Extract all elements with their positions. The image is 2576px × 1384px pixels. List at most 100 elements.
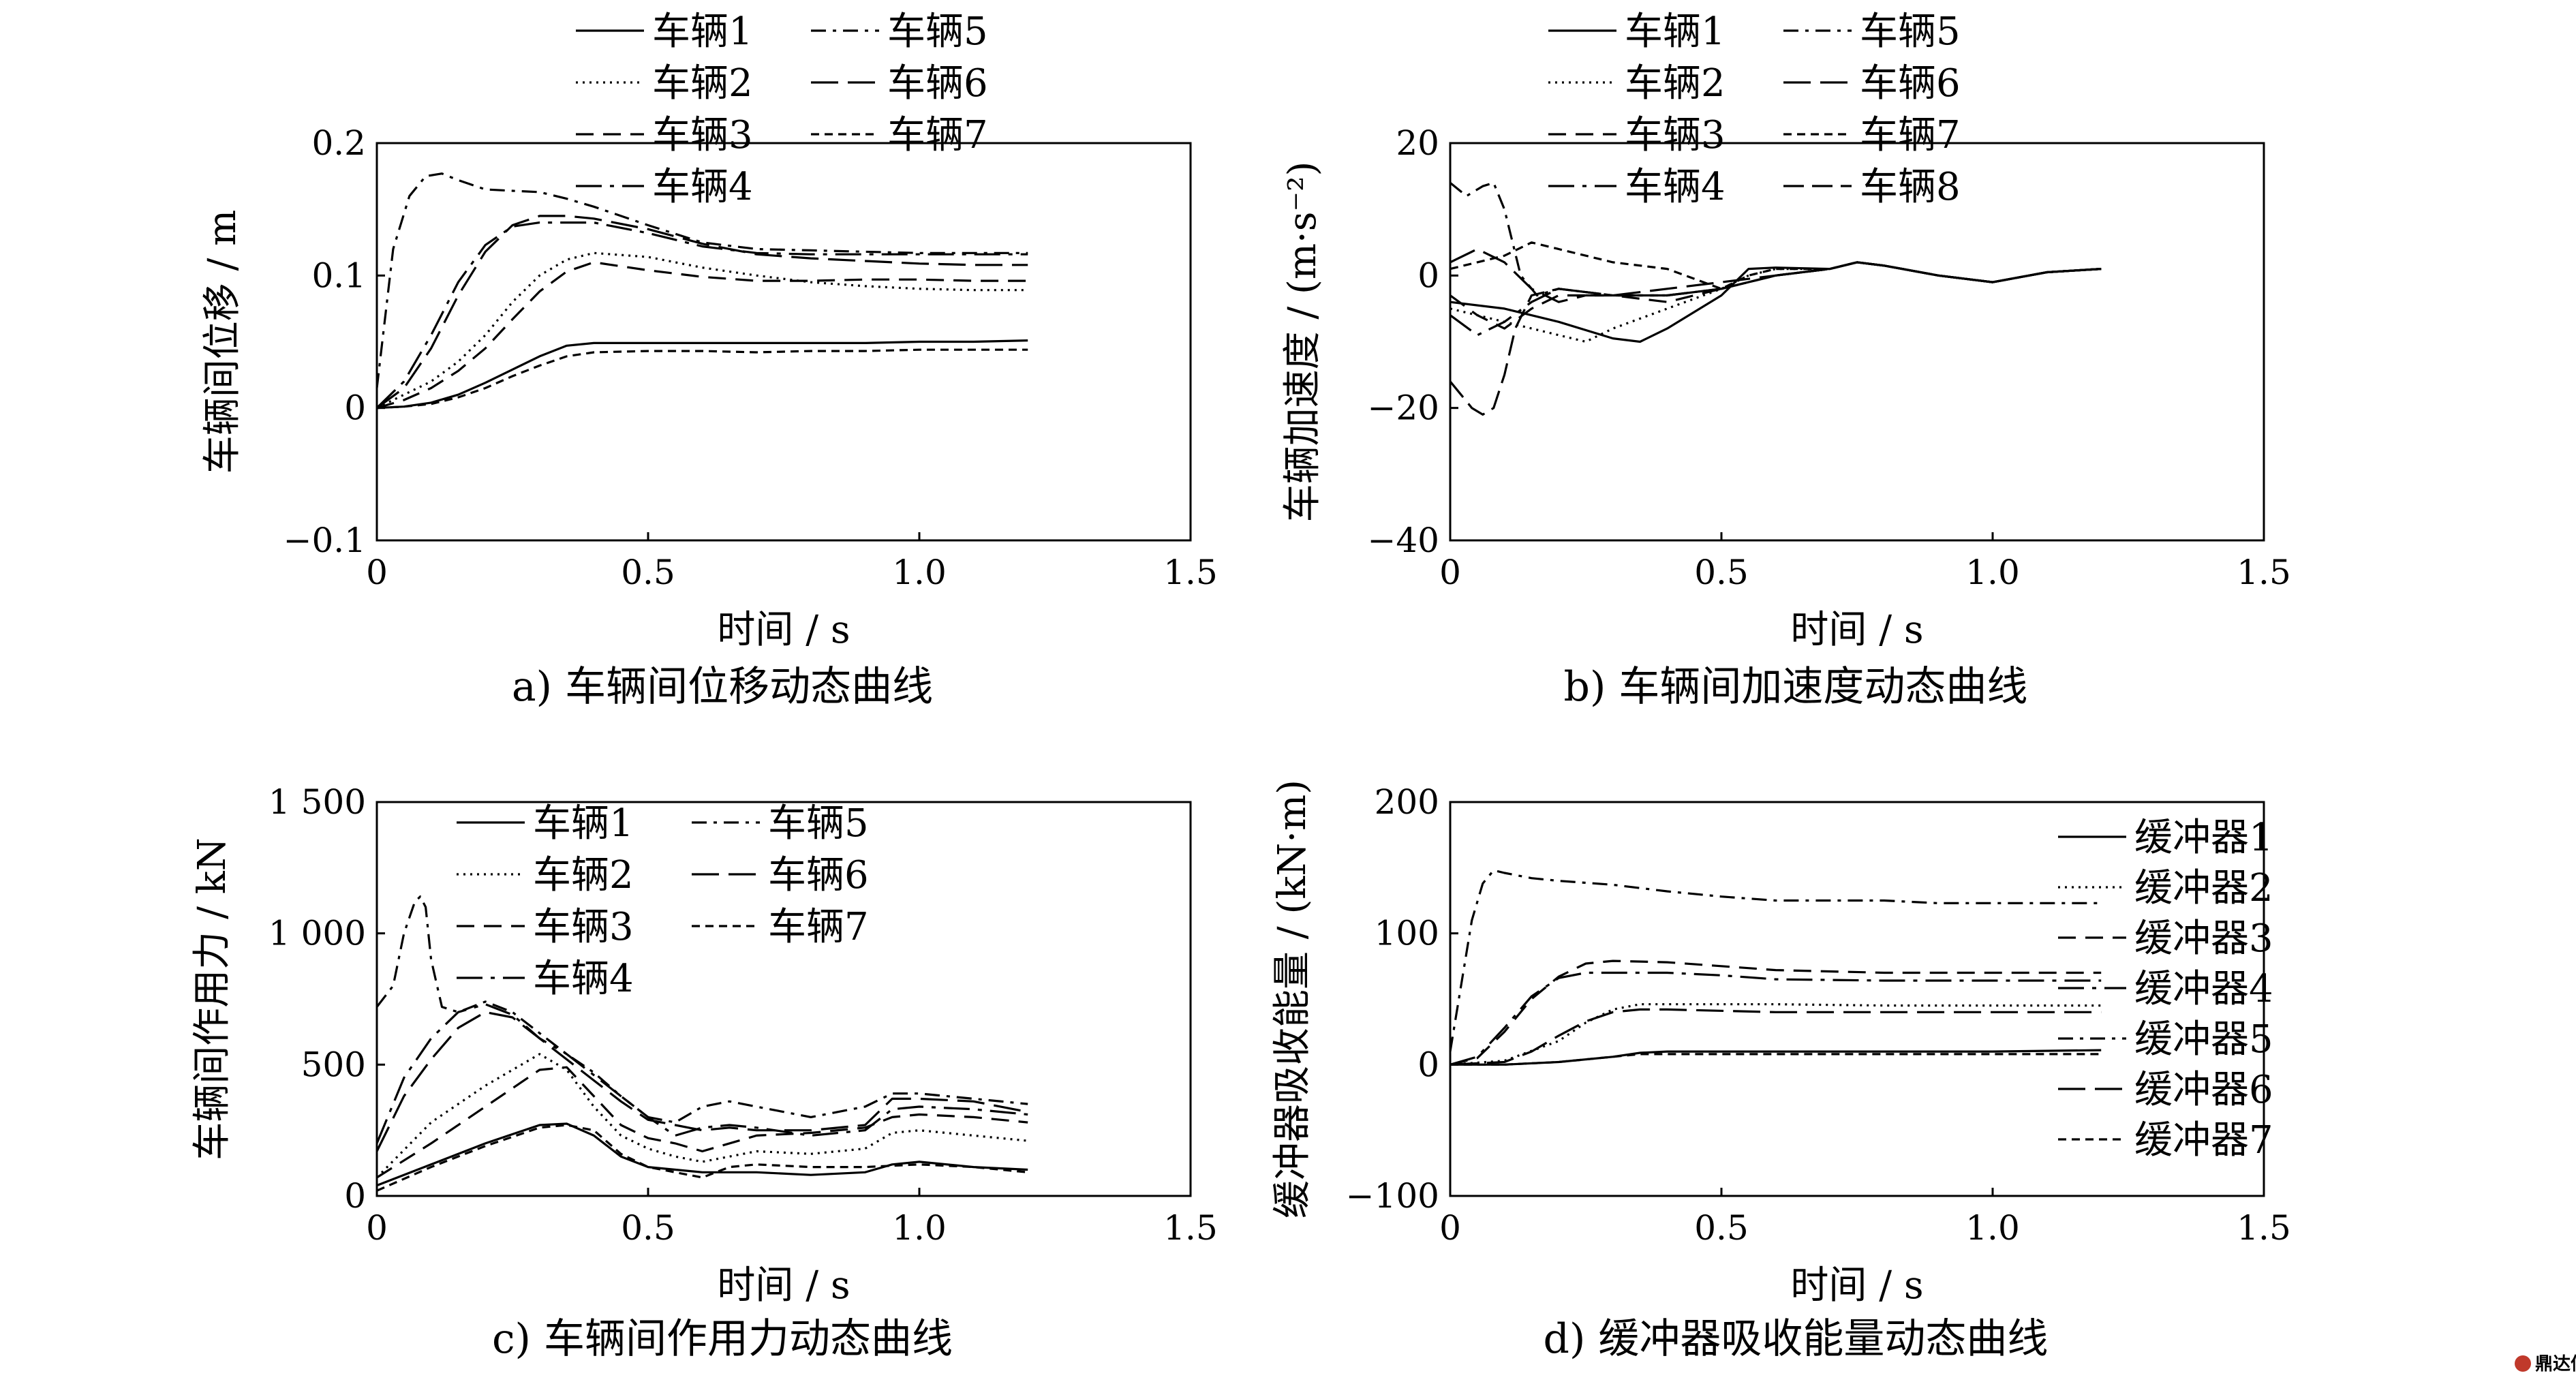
legend-label: 车辆1 bbox=[533, 801, 634, 846]
panel-caption: c) 车辆间作用力动态曲线 bbox=[492, 1315, 953, 1363]
series-line-2 bbox=[1450, 1003, 2102, 1066]
x-tick-label: 0.5 bbox=[1694, 553, 1749, 592]
y-tick-label: −20 bbox=[1367, 388, 1439, 428]
series-line-6 bbox=[1450, 1008, 2102, 1066]
legend-label: 车辆6 bbox=[1860, 61, 1961, 106]
x-tick-label: 1.0 bbox=[892, 1208, 947, 1248]
legend-label: 车辆7 bbox=[1860, 113, 1961, 157]
x-tick-label: 0 bbox=[366, 1208, 388, 1248]
legend-label: 车辆8 bbox=[1860, 165, 1961, 209]
plot-frame bbox=[375, 142, 1192, 542]
x-tick-label: 1.5 bbox=[2237, 1208, 2291, 1248]
legend-label: 缓冲器7 bbox=[2134, 1118, 2273, 1163]
y-axis-label: 车辆间位移 / m bbox=[200, 210, 245, 474]
series-line-6 bbox=[376, 215, 1028, 409]
legend-label: 缓冲器3 bbox=[2134, 917, 2273, 961]
x-tick-label: 0.5 bbox=[1694, 1208, 1749, 1248]
y-tick-label: 0.2 bbox=[311, 123, 366, 163]
series-line-4 bbox=[1450, 971, 2102, 1066]
panel-c: 0 0.5 1.0 1.5 0 500 1 000 1 500 时间 / s 车辆间作用力 / k… bbox=[190, 782, 1218, 1363]
x-tick-label: 1.0 bbox=[1965, 553, 2020, 592]
x-axis-label: 时间 / s bbox=[717, 608, 850, 652]
legend-label: 车辆5 bbox=[768, 801, 869, 846]
publisher-logo: 鼎达信 bbox=[2515, 1354, 2576, 1374]
panel-b: 0 0.5 1.0 1.5 −40 −20 0 20 时间 / s 车辆加速度 / (m·s⁻²)… bbox=[1281, 10, 2291, 711]
y-axis-label: 车辆加速度 / (m·s⁻²) bbox=[1281, 162, 1325, 523]
legend-label: 车辆6 bbox=[887, 61, 988, 106]
x-tick-label: 0 bbox=[1439, 553, 1461, 592]
y-tick-label: 500 bbox=[301, 1045, 366, 1084]
y-tick-label: 0 bbox=[344, 388, 366, 428]
legend-label: 缓冲器1 bbox=[2134, 816, 2273, 860]
series-line-1 bbox=[376, 1122, 1028, 1187]
plot-frame bbox=[1449, 801, 2265, 1197]
x-tick-label: 1.5 bbox=[1163, 553, 1218, 592]
x-tick-label: 1.5 bbox=[1163, 1208, 1218, 1248]
legend-label: 车辆5 bbox=[887, 10, 988, 54]
y-tick-label: 0 bbox=[1417, 1045, 1439, 1084]
legend-label: 车辆1 bbox=[1625, 10, 1726, 54]
y-tick-label: 20 bbox=[1396, 123, 1439, 163]
x-tick-label: 1.0 bbox=[1965, 1208, 2020, 1248]
y-tick-label: 1 500 bbox=[269, 782, 366, 822]
x-axis-label: 时间 / s bbox=[1790, 1263, 1923, 1308]
legend-label: 车辆2 bbox=[1625, 61, 1726, 106]
y-tick-label: 0 bbox=[344, 1176, 366, 1216]
x-tick-label: 0 bbox=[366, 553, 388, 592]
legend-label: 车辆5 bbox=[1860, 10, 1961, 54]
series-line-1 bbox=[1450, 261, 2102, 343]
x-tick-label: 0 bbox=[1439, 1208, 1461, 1248]
series-line-7 bbox=[376, 348, 1028, 410]
x-tick-label: 0.5 bbox=[621, 1208, 675, 1248]
legend-label: 车辆4 bbox=[1625, 165, 1726, 209]
series-line-4 bbox=[375, 221, 1028, 409]
series-line-4 bbox=[375, 1003, 1028, 1144]
legend-label: 车辆7 bbox=[887, 113, 988, 157]
series-line-2 bbox=[1450, 261, 2102, 343]
legend-label: 缓冲器6 bbox=[2134, 1068, 2273, 1112]
series-line-5 bbox=[375, 172, 1028, 388]
y-axis-label: 车辆间作用力 / kN bbox=[190, 837, 234, 1160]
panel-caption: a) 车辆间位移动态曲线 bbox=[512, 663, 933, 711]
x-tick-label: 1.0 bbox=[892, 553, 947, 592]
legend-label: 车辆3 bbox=[652, 113, 753, 157]
y-tick-label: −0.1 bbox=[283, 521, 366, 560]
series-line-6 bbox=[375, 1011, 1028, 1152]
legend-label: 车辆7 bbox=[768, 905, 869, 949]
series-line-7 bbox=[1450, 241, 2102, 290]
y-tick-label: 100 bbox=[1375, 914, 1439, 953]
y-tick-label: −40 bbox=[1367, 521, 1439, 560]
legend-label: 缓冲器5 bbox=[2134, 1017, 2273, 1062]
y-tick-label: 200 bbox=[1375, 782, 1439, 822]
x-axis-label: 时间 / s bbox=[1790, 608, 1923, 652]
legend-label: 车辆3 bbox=[1625, 113, 1726, 157]
legend-label: 车辆4 bbox=[652, 165, 753, 209]
panel-caption: b) 车辆间加速度动态曲线 bbox=[1564, 663, 2028, 711]
legend-label: 车辆2 bbox=[533, 853, 634, 897]
legend-label: 车辆6 bbox=[768, 853, 869, 897]
y-tick-label: −100 bbox=[1346, 1176, 1439, 1216]
series-line-5 bbox=[1449, 869, 2102, 1052]
series-line-5 bbox=[1449, 181, 2102, 297]
logo-text: 鼎达信 bbox=[2535, 1354, 2576, 1374]
legend-label: 车辆2 bbox=[652, 61, 753, 106]
legend-label: 缓冲器4 bbox=[2134, 967, 2273, 1011]
series-line-5 bbox=[375, 895, 1028, 1124]
x-axis-label: 时间 / s bbox=[717, 1263, 850, 1308]
plot-frame bbox=[375, 801, 1192, 1197]
y-tick-label: 0 bbox=[1417, 256, 1439, 295]
logo-icon bbox=[2515, 1355, 2531, 1372]
series-line-4 bbox=[1450, 261, 2102, 337]
series-line-8 bbox=[1449, 261, 2102, 416]
legend-label: 车辆4 bbox=[533, 957, 634, 1001]
y-axis-label: 缓冲器吸收能量 / (kN·m) bbox=[1270, 780, 1315, 1218]
legend-label: 缓冲器2 bbox=[2134, 866, 2273, 910]
x-tick-label: 1.5 bbox=[2237, 553, 2291, 592]
series-line-1 bbox=[376, 339, 1028, 410]
legend-label: 车辆3 bbox=[533, 905, 634, 949]
series-line-7 bbox=[1450, 1053, 2102, 1066]
series-line-1 bbox=[1450, 1049, 2102, 1066]
